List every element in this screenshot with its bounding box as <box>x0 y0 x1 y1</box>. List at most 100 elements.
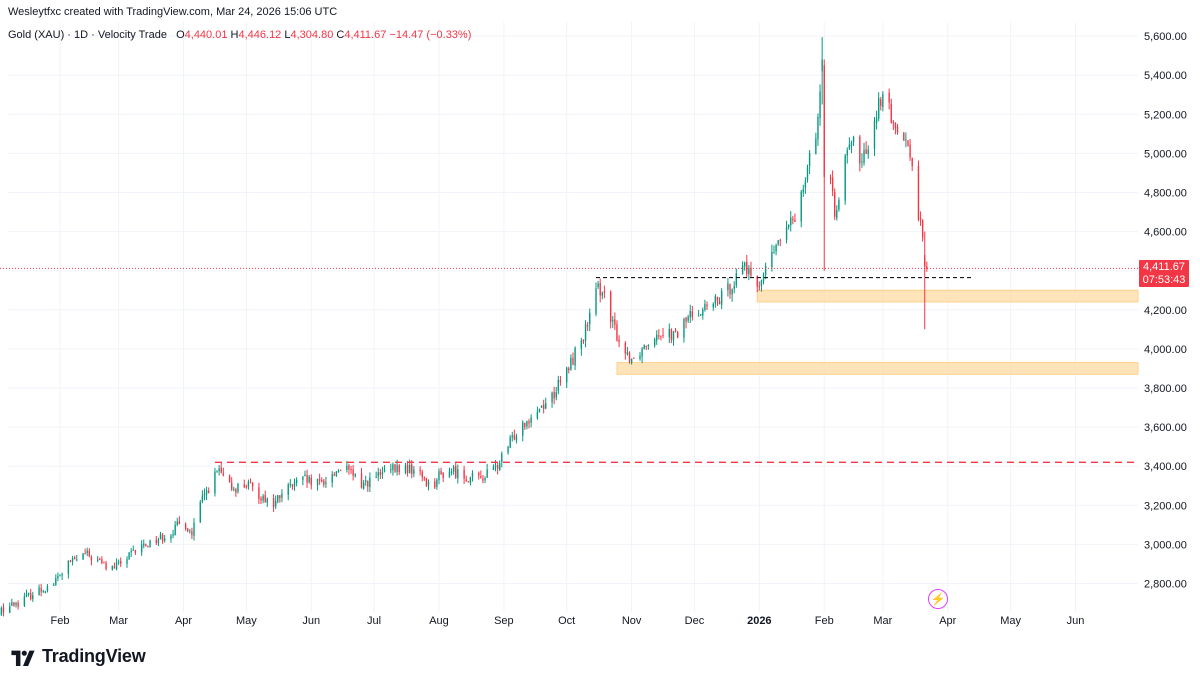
candle <box>277 494 279 504</box>
candle <box>760 279 763 292</box>
candle <box>398 463 400 476</box>
candle <box>486 463 488 479</box>
candle-body <box>882 93 884 108</box>
candle <box>348 463 350 475</box>
price-tick-label: 3,600.00 <box>1144 422 1187 434</box>
candle <box>457 464 459 484</box>
candle <box>308 475 310 484</box>
candle-body <box>618 339 620 343</box>
candle-body <box>905 139 907 141</box>
candle <box>641 347 643 364</box>
price-tick-label: 3,400.00 <box>1144 461 1187 473</box>
candle <box>132 545 134 551</box>
candle <box>27 592 30 597</box>
candle <box>38 584 40 596</box>
candle-body <box>568 368 570 371</box>
candle <box>618 335 620 348</box>
candle <box>82 552 84 560</box>
candle <box>134 549 137 555</box>
candle-body <box>890 103 892 123</box>
candle-body <box>277 495 279 502</box>
candle-body <box>779 239 781 241</box>
candle <box>909 138 911 161</box>
time-axis[interactable]: Feb Mar Apr May Jun Jul Aug Sep Oct Nov Dec 2026 Feb… <box>51 615 1085 627</box>
candle-body <box>318 479 321 481</box>
candle <box>729 283 731 299</box>
candle-body <box>875 117 878 123</box>
candle <box>84 548 86 555</box>
candle-body <box>147 546 149 548</box>
candle <box>9 602 11 614</box>
candle-body <box>337 470 340 473</box>
candle <box>113 562 116 569</box>
candle-body <box>614 319 616 325</box>
candle <box>557 375 560 395</box>
candle-body <box>494 465 497 467</box>
candle <box>756 275 758 293</box>
candle-body <box>718 301 721 305</box>
candle <box>748 264 750 281</box>
candle-body <box>492 466 495 470</box>
candle <box>896 123 899 135</box>
high-label: H <box>230 29 239 41</box>
symbol-title[interactable]: Gold (XAU) · 1D · Velocity Trade <box>8 29 167 41</box>
candle <box>233 486 235 492</box>
candle <box>706 301 708 311</box>
candle <box>59 574 61 577</box>
candle <box>335 470 338 477</box>
candle-body <box>199 502 201 523</box>
candle-body <box>266 498 268 503</box>
candle <box>676 330 679 339</box>
candle-body <box>377 472 379 477</box>
candle-body <box>609 291 612 323</box>
lightning-bolt-icon[interactable]: ⚡ <box>928 589 948 609</box>
candle <box>785 220 788 244</box>
candle-body <box>128 552 130 560</box>
candle-body <box>580 340 583 349</box>
time-tick-label: Apr <box>939 615 956 627</box>
candle-body <box>321 480 323 482</box>
candle <box>69 559 72 563</box>
candle <box>67 560 70 579</box>
candle-body <box>524 422 526 427</box>
candle <box>609 290 612 329</box>
price-tick-label: 5,400.00 <box>1144 70 1187 82</box>
candle-body <box>815 138 817 154</box>
candle-body <box>291 484 294 487</box>
candle-body <box>911 157 913 167</box>
candle <box>258 482 260 504</box>
candle-body <box>834 192 836 217</box>
candle-body <box>586 325 589 327</box>
candle <box>633 357 635 359</box>
candle-body <box>281 493 283 498</box>
candle <box>425 477 428 487</box>
candle-body <box>392 464 394 471</box>
candle <box>103 561 105 564</box>
candle <box>542 399 545 414</box>
candle <box>660 335 662 341</box>
price-tick-label: 4,800.00 <box>1144 188 1187 200</box>
tradingview-logo[interactable]: TradingView <box>10 646 146 667</box>
candle <box>191 527 193 539</box>
candle-body <box>729 284 731 295</box>
time-tick-label: 2026 <box>747 615 771 627</box>
candle <box>13 602 15 607</box>
price-axis[interactable]: 2,800.00 3,000.00 3,200.00 3,400.00 3,600.00… <box>1144 31 1187 590</box>
candle-body <box>419 469 421 472</box>
candle <box>524 422 526 430</box>
price-tick-label: 5,200.00 <box>1144 109 1187 121</box>
candle <box>848 137 851 151</box>
candle <box>245 484 248 489</box>
candle-body <box>90 556 93 561</box>
candle <box>115 558 118 571</box>
candle <box>733 281 735 294</box>
candle-body <box>626 352 629 355</box>
candle <box>53 582 55 586</box>
candle <box>836 205 838 221</box>
candle-body <box>787 224 790 228</box>
time-tick-label: Jun <box>1067 615 1085 627</box>
candle-body <box>396 465 398 472</box>
symbol-legend: Gold (XAU) · 1D · Velocity Trade O4,440.… <box>8 29 471 41</box>
candle-body <box>0 607 3 615</box>
